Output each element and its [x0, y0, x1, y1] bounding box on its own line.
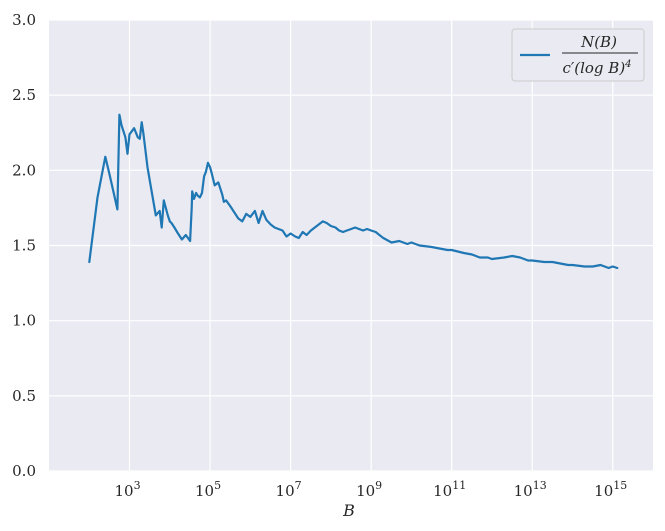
- y-tick-label: 0.0: [12, 462, 36, 480]
- x-tick-label: 105: [195, 479, 221, 500]
- x-tick-label: 1013: [514, 479, 547, 500]
- legend-denominator: c′(log B)4: [562, 59, 631, 77]
- legend: N(B) c′(log B)4: [511, 28, 645, 82]
- x-tick-label: 107: [276, 479, 302, 500]
- y-tick-labels: 0.0 0.5 1.0 1.5 2.0 2.5 3.0: [12, 11, 36, 480]
- x-tick-label: 103: [114, 479, 140, 500]
- x-tick-labels: 103 105 107 109 1011 1013 1015: [114, 479, 627, 500]
- x-axis-label: B: [342, 501, 355, 520]
- series-group: [88, 113, 619, 270]
- y-tick-label: 2.5: [12, 86, 36, 104]
- legend-exponent: 4: [624, 59, 631, 70]
- legend-numerator: N(B): [580, 33, 617, 51]
- y-tick-label: 1.0: [12, 312, 36, 330]
- y-tick-label: 2.0: [12, 161, 36, 179]
- x-tick-label: 109: [356, 479, 382, 500]
- x-tick-label: 1011: [433, 479, 466, 500]
- y-tick-label: 0.5: [12, 387, 36, 405]
- x-tick-label: 1015: [594, 479, 627, 500]
- grid-lines: [49, 19, 653, 472]
- legend-box: [511, 28, 645, 82]
- y-tick-label: 3.0: [12, 11, 36, 29]
- y-tick-label: 1.5: [12, 237, 36, 255]
- series-line: [88, 113, 619, 270]
